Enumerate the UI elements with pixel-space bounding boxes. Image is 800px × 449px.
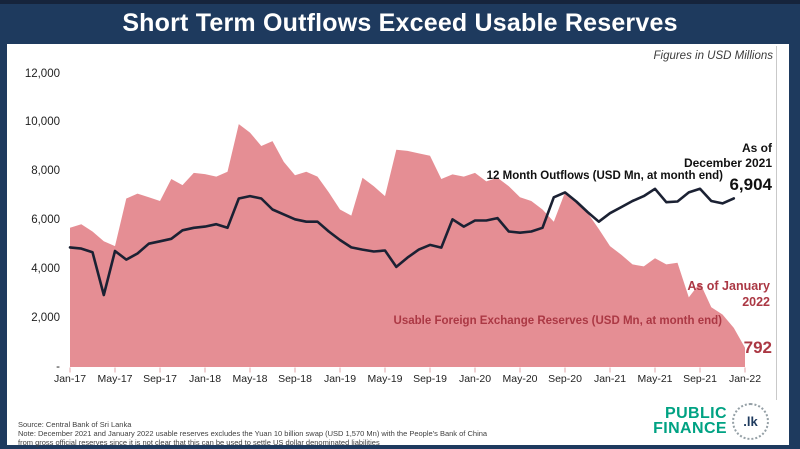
methodology-note-line2: from gross official reserves since it is…	[18, 438, 380, 448]
y-axis-label: 8,000	[31, 165, 60, 178]
methodology-note-line1: Note: December 2021 and January 2022 usa…	[18, 429, 488, 439]
x-axis-label: May-21	[637, 373, 673, 385]
footer-notes: Source: Central Bank of Sri Lanka Note: …	[18, 420, 487, 447]
x-axis-label: May-18	[232, 373, 268, 385]
x-axis-label: Sep-18	[278, 373, 312, 385]
reserves-asof-annotation: As of January 2022	[687, 279, 770, 309]
outflows-series-label: 12 Month Outflows (USD Mn, at month end)	[486, 170, 723, 182]
chart-area-border	[776, 46, 777, 400]
x-axis-label: Jan-19	[323, 373, 357, 385]
lk-badge-icon: .lk	[732, 403, 769, 440]
y-axis-label: 4,000	[31, 262, 60, 275]
reserves-latest-value: 792	[743, 338, 772, 357]
x-axis-label: May-17	[97, 373, 133, 385]
x-axis-label: Jan-18	[188, 373, 222, 385]
x-axis-label: Sep-19	[413, 373, 447, 385]
x-axis-label: Jan-17	[53, 373, 87, 385]
units-note: Figures in USD Millions	[653, 50, 773, 62]
x-axis-label: Sep-20	[548, 373, 582, 385]
y-axis-label: 6,000	[31, 214, 60, 226]
x-axis-label: Sep-21	[683, 373, 717, 385]
reserves-area-series	[70, 124, 745, 367]
x-axis-label: Sep-17	[143, 373, 177, 385]
logo-word-finance: FINANCE	[653, 419, 727, 437]
y-axis-label: 12,000	[24, 67, 60, 80]
logo-word-public: PUBLIC	[665, 404, 727, 422]
y-axis-label: 2,000	[31, 311, 60, 324]
outflows-line-series	[68, 187, 736, 297]
title-bar: Short Term Outflows Exceed Usable Reserv…	[0, 0, 800, 44]
publicfinance-logo-text: PUBLIC FINANCE	[653, 404, 727, 437]
x-axis-label: Jan-20	[458, 373, 492, 385]
source-note: Source: Central Bank of Sri Lanka	[18, 420, 132, 429]
y-axis-label: 10,000	[24, 116, 60, 129]
reserves-series-label: Usable Foreign Exchange Reserves (USD Mn…	[393, 315, 722, 327]
x-axis-label: Jan-22	[728, 373, 762, 385]
outflows-asof-annotation: As of December 2021	[683, 141, 772, 170]
page-title: Short Term Outflows Exceed Usable Reserv…	[122, 9, 678, 37]
y-axis-label: -	[56, 360, 60, 373]
x-axis-label: Jan-21	[593, 373, 627, 385]
x-axis-label: May-19	[367, 373, 403, 385]
publicfinance-logo: PUBLIC FINANCE .lk	[653, 403, 769, 440]
x-axis-label: May-20	[502, 373, 538, 385]
outflows-latest-value: 6,904	[729, 175, 772, 194]
top-edge-strip	[0, 0, 800, 4]
